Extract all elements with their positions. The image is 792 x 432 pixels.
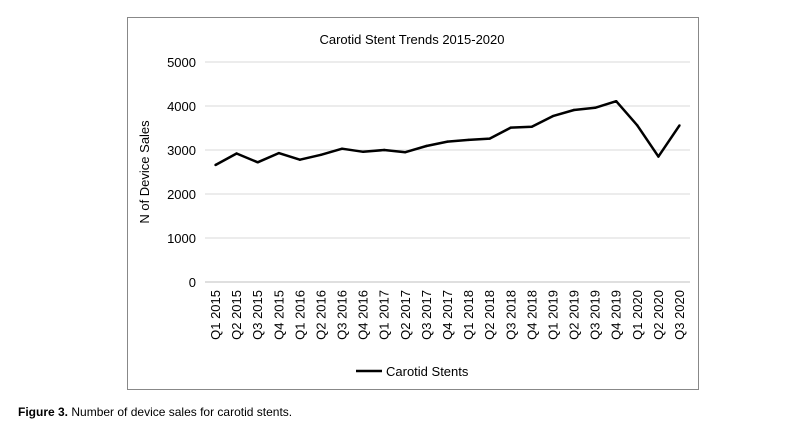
x-tick-label: Q4 2018 — [524, 290, 539, 340]
legend-label: Carotid Stents — [386, 364, 469, 379]
x-tick-label: Q1 2015 — [208, 290, 223, 340]
chart-title: Carotid Stent Trends 2015-2020 — [319, 32, 504, 47]
x-tick-label: Q4 2015 — [271, 290, 286, 340]
x-tick-label: Q2 2016 — [313, 290, 328, 340]
x-tick-label: Q1 2019 — [545, 290, 560, 340]
data-point — [678, 124, 681, 127]
data-point — [383, 148, 386, 152]
x-tick-label: Q4 2019 — [609, 290, 624, 340]
x-tick-label: Q2 2018 — [482, 290, 497, 340]
y-tick-label: 3000 — [167, 143, 196, 158]
data-point — [530, 125, 533, 128]
x-tick-label: Q3 2017 — [419, 290, 434, 340]
chart: Carotid Stent Trends 2015-2020 N of Devi… — [127, 17, 699, 390]
data-point — [256, 161, 259, 164]
data-point — [425, 144, 428, 148]
line-chart: Carotid Stent Trends 2015-2020 N of Devi… — [127, 17, 699, 390]
x-tick-label: Q2 2017 — [398, 290, 413, 340]
x-tick-label: Q1 2018 — [461, 290, 476, 340]
data-point — [298, 158, 302, 161]
x-tick-label: Q3 2016 — [335, 290, 350, 340]
x-tick-labels: Q1 2015 Q2 2015 Q3 2015 Q4 2015 Q1 2016 Q2 20… — [208, 290, 687, 340]
data-point — [636, 124, 639, 127]
data-point — [277, 151, 280, 155]
caption-text: Number of device sales for carotid stent… — [71, 405, 293, 419]
data-point — [319, 153, 323, 156]
data-point — [657, 155, 660, 158]
chart-border — [127, 17, 699, 390]
x-tick-label: Q3 2018 — [503, 290, 518, 340]
legend: Carotid Stents — [356, 364, 469, 379]
x-tick-label: Q1 2020 — [630, 290, 645, 340]
series-layer — [214, 99, 681, 167]
x-tick-label: Q3 2020 — [672, 290, 687, 340]
data-point — [615, 100, 618, 103]
data-point — [340, 147, 344, 150]
caption-label: Figure 3. — [18, 405, 69, 419]
data-point — [404, 151, 407, 154]
x-tick-label: Q4 2017 — [440, 290, 455, 340]
x-tick-label: Q1 2016 — [292, 290, 307, 340]
data-point — [467, 138, 470, 142]
data-point — [214, 163, 217, 167]
x-tick-label: Q2 2019 — [567, 290, 582, 340]
y-tick-label: 5000 — [167, 55, 196, 70]
data-point — [572, 108, 576, 112]
x-tick-label: Q3 2015 — [250, 290, 265, 340]
data-point — [509, 126, 512, 129]
x-tick-label: Q2 2015 — [229, 290, 244, 340]
data-point — [593, 106, 597, 110]
x-tick-label: Q3 2019 — [588, 290, 603, 340]
x-tick-label: Q2 2020 — [651, 290, 666, 340]
data-point — [551, 114, 555, 118]
y-tick-label: 1000 — [167, 231, 196, 246]
y-tick-labels: 0 1000 2000 3000 4000 5000 — [167, 55, 196, 290]
y-tick-label: 0 — [189, 275, 196, 290]
grid-layer — [205, 61, 690, 283]
data-point — [362, 150, 365, 153]
y-tick-label: 2000 — [167, 187, 196, 202]
x-tick-label: Q1 2017 — [377, 290, 392, 340]
y-tick-label: 4000 — [167, 99, 196, 114]
data-point — [446, 140, 449, 143]
data-point — [488, 137, 491, 140]
x-tick-label: Q4 2016 — [356, 290, 371, 340]
figure-caption: Figure 3. Number of device sales for car… — [18, 405, 292, 419]
y-axis-label: N of Device Sales — [137, 120, 152, 224]
data-point — [235, 152, 238, 155]
